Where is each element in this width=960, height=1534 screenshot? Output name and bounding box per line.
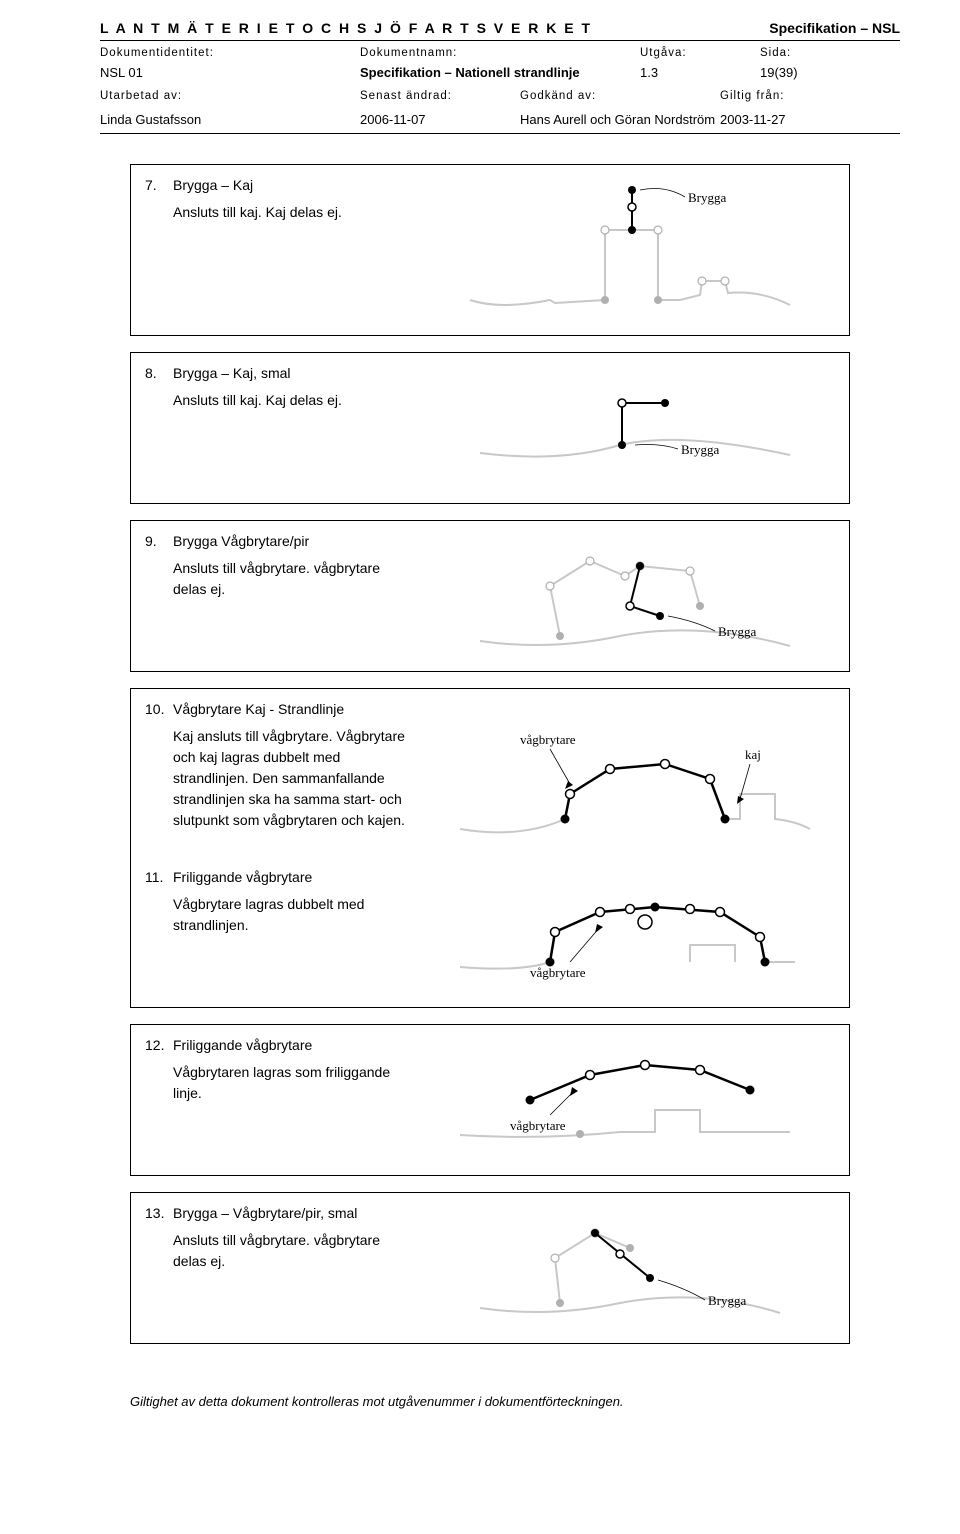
item-13-diagram: Brygga — [425, 1203, 835, 1333]
item-9-diagram: Brygga — [425, 531, 835, 661]
item-9: 9. Brygga Vågbrytare/pir Ansluts till vå… — [130, 520, 850, 672]
item-9-label: Brygga — [718, 624, 757, 639]
val-docname: Specifikation – Nationell strandlinje — [360, 65, 640, 80]
lbl-page: Sida: — [760, 47, 830, 59]
item-12-num: 12. — [145, 1035, 173, 1056]
header-row1-labels: Dokumentidentitet: Dokumentnamn: Utgåva:… — [100, 47, 900, 59]
lbl-valid: Giltig från: — [720, 90, 830, 102]
item-10-text: 10. Vågbrytare Kaj - Strandlinje Kaj ans… — [145, 699, 425, 859]
item-11-title: Friliggande vågbrytare — [173, 867, 312, 888]
item-7-diagram: Brygga — [425, 175, 835, 325]
header-top: L A N T M Ä T E R I E T O C H S J Ö F A … — [100, 20, 900, 41]
item-12: 12. Friliggande vågbrytare Vågbrytaren l… — [130, 1024, 850, 1176]
item-8-desc: Ansluts till kaj. Kaj delas ej. — [173, 390, 415, 411]
header-row2-values: Linda Gustafsson 2006-11-07 Hans Aurell … — [100, 112, 900, 127]
item-13-title: Brygga – Vågbrytare/pir, smal — [173, 1203, 357, 1224]
item-11-label: vågbrytare — [530, 965, 586, 980]
header-divider — [100, 133, 900, 134]
item-8-title: Brygga – Kaj, smal — [173, 363, 291, 384]
val-author: Linda Gustafsson — [100, 112, 360, 127]
item-10-label1: vågbrytare — [520, 732, 576, 747]
item-8-diagram: Brygga — [425, 363, 835, 493]
lbl-approved: Godkänd av: — [520, 90, 720, 102]
item-11-text: 11. Friliggande vågbrytare Vågbrytare la… — [145, 867, 425, 997]
lbl-docname: Dokumentnamn: — [360, 47, 640, 59]
item-10-desc: Kaj ansluts till vågbrytare. Vågbrytare … — [173, 726, 415, 831]
header-row1-values: NSL 01 Specifikation – Nationell strandl… — [100, 65, 900, 80]
item-7: 7. Brygga – Kaj Ansluts till kaj. Kaj de… — [130, 164, 850, 336]
val-valid: 2003-11-27 — [720, 112, 830, 127]
item-7-num: 7. — [145, 175, 173, 196]
item-13-label: Brygga — [708, 1293, 747, 1308]
item-8-num: 8. — [145, 363, 173, 384]
item-11-desc: Vågbrytare lagras dubbelt med strandlinj… — [173, 894, 415, 936]
item-13-text: 13. Brygga – Vågbrytare/pir, smal Anslut… — [145, 1203, 425, 1272]
item-13-desc: Ansluts till vågbrytare. vågbrytare dela… — [173, 1230, 415, 1272]
org-name: L A N T M Ä T E R I E T O C H S J Ö F A … — [100, 20, 592, 36]
item-12-title: Friliggande vågbrytare — [173, 1035, 312, 1056]
item-9-num: 9. — [145, 531, 173, 552]
item-9-desc: Ansluts till vågbrytare. vågbrytare dela… — [173, 558, 415, 600]
item-11-num: 11. — [145, 867, 173, 888]
item-7-desc: Ansluts till kaj. Kaj delas ej. — [173, 202, 415, 223]
item-13: 13. Brygga – Vågbrytare/pir, smal Anslut… — [130, 1192, 850, 1344]
val-modified: 2006-11-07 — [360, 112, 520, 127]
lbl-modified: Senast ändrad: — [360, 90, 520, 102]
item-9-title: Brygga Vågbrytare/pir — [173, 531, 309, 552]
item-12-diagram: vågbrytare — [425, 1035, 835, 1165]
item-12-label: vågbrytare — [510, 1118, 566, 1133]
header-row2-labels: Utarbetad av: Senast ändrad: Godkänd av:… — [100, 90, 900, 102]
item-7-title: Brygga – Kaj — [173, 175, 253, 196]
item-10-num: 10. — [145, 699, 173, 720]
item-10-label2: kaj — [745, 747, 761, 762]
item-11-diagram: vågbrytare — [425, 867, 835, 997]
item-12-desc: Vågbrytaren lagras som friliggande linje… — [173, 1062, 415, 1104]
lbl-edition: Utgåva: — [640, 47, 760, 59]
footer-text: Giltighet av detta dokument kontrolleras… — [130, 1394, 900, 1409]
page: L A N T M Ä T E R I E T O C H S J Ö F A … — [0, 0, 960, 1449]
item-10-11: 10. Vågbrytare Kaj - Strandlinje Kaj ans… — [130, 688, 850, 1008]
val-docid: NSL 01 — [100, 65, 360, 80]
item-9-text: 9. Brygga Vågbrytare/pir Ansluts till vå… — [145, 531, 425, 600]
val-page: 19(39) — [760, 65, 830, 80]
item-8-text: 8. Brygga – Kaj, smal Ansluts till kaj. … — [145, 363, 425, 411]
item-7-label: Brygga — [688, 190, 727, 205]
spec-name: Specifikation – NSL — [769, 20, 900, 36]
item-12-text: 12. Friliggande vågbrytare Vågbrytaren l… — [145, 1035, 425, 1104]
val-approved: Hans Aurell och Göran Nordström — [520, 112, 720, 127]
lbl-docid: Dokumentidentitet: — [100, 47, 360, 59]
lbl-author: Utarbetad av: — [100, 90, 360, 102]
item-8-label: Brygga — [681, 442, 720, 457]
item-8: 8. Brygga – Kaj, smal Ansluts till kaj. … — [130, 352, 850, 504]
item-10-diagram: vågbrytare kaj — [425, 699, 835, 859]
item-10-title: Vågbrytare Kaj - Strandlinje — [173, 699, 344, 720]
item-7-text: 7. Brygga – Kaj Ansluts till kaj. Kaj de… — [145, 175, 425, 223]
val-edition: 1.3 — [640, 65, 760, 80]
item-13-num: 13. — [145, 1203, 173, 1224]
